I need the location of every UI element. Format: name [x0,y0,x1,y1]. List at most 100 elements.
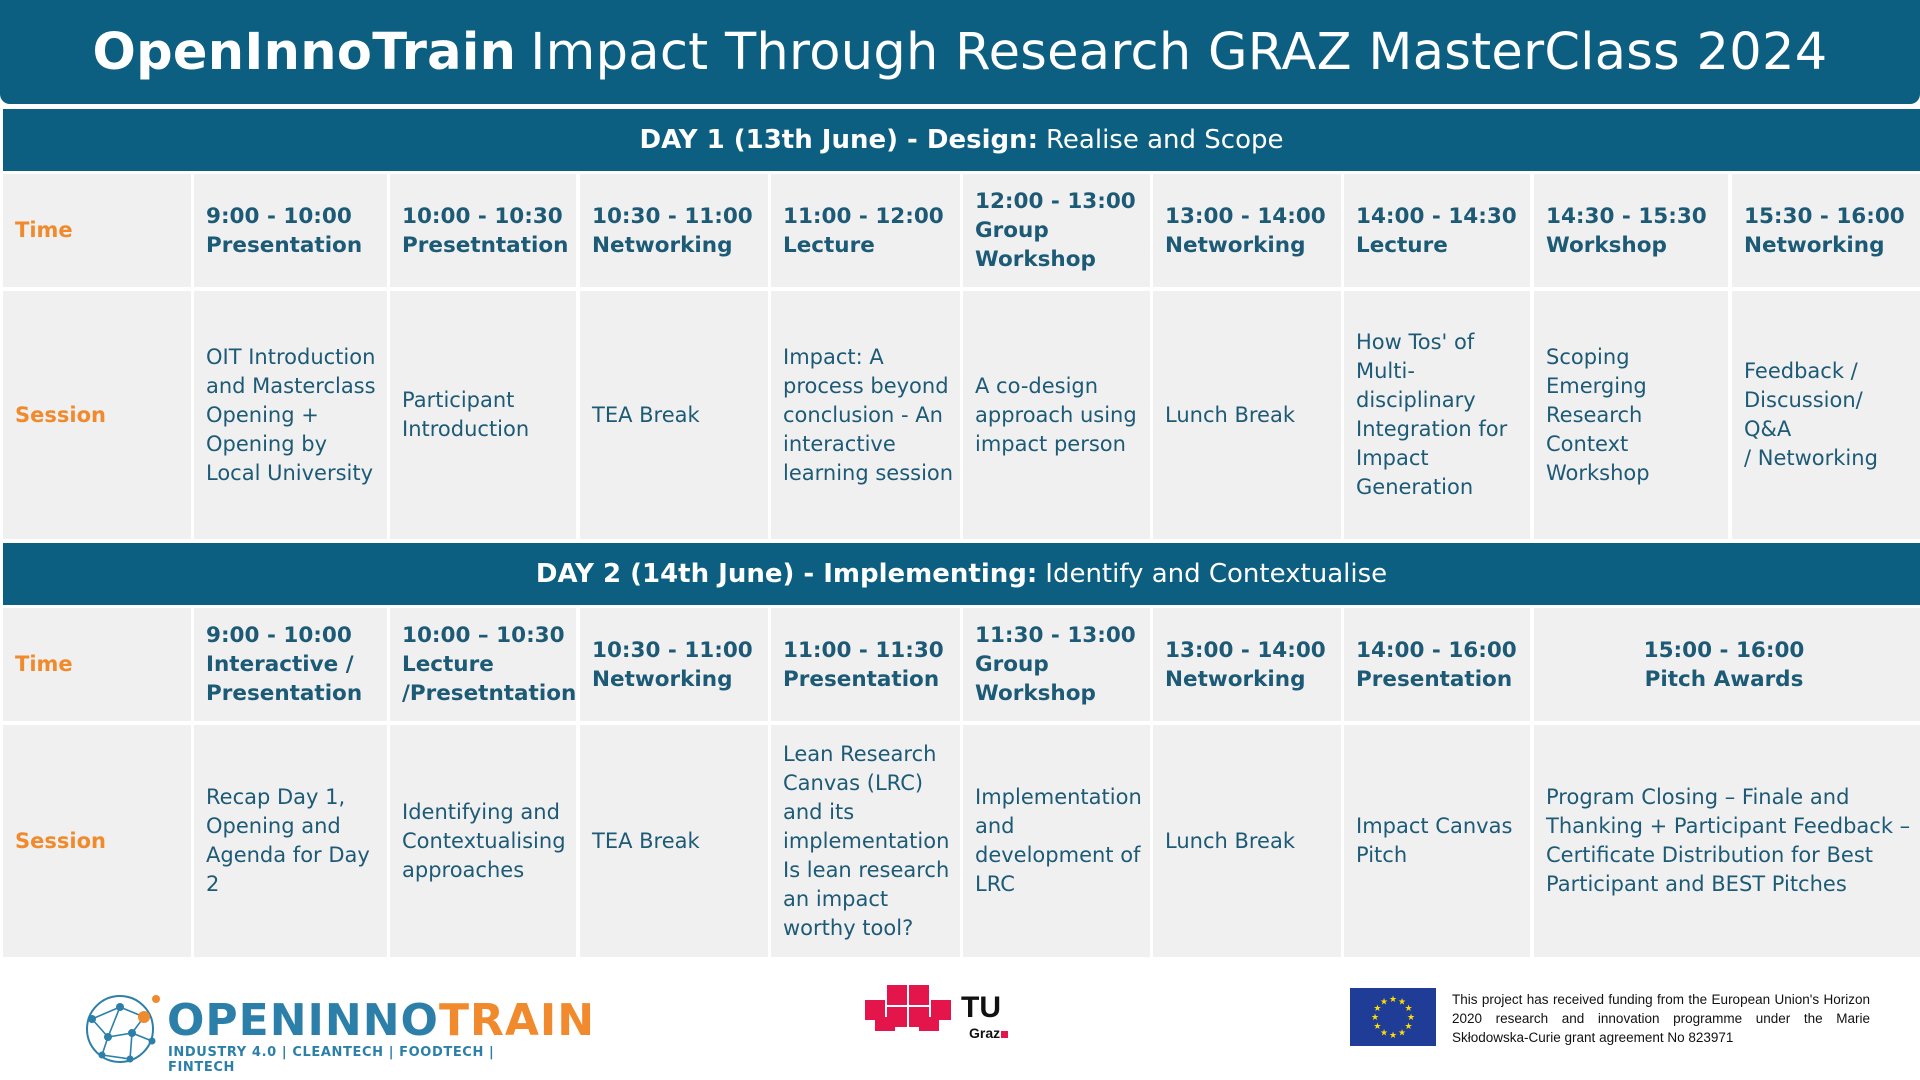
day1-session-label-text: Session [15,402,106,427]
day1-session-item-text: TEA Break [592,402,700,427]
day2-time-slot: 15:00 - 16:00 Pitch Awards [1534,608,1920,721]
day1-time-slot-text: 13:00 - 14:00 Networking [1165,203,1326,258]
title-brand: OpenInnoTrain [92,22,517,82]
tu-graz-logo: TU Graz [865,985,1030,1045]
eu-star-icon: ★ [1405,1022,1413,1032]
day2-heading-light: Identify and Contextualise [1045,559,1388,589]
day1-session-item: A co-design approach using impact person [963,291,1150,539]
day1-session-item-text: Impact: A process beyond conclusion - An… [783,344,954,485]
day2-session-item: Lean Research Canvas (LRC) and its imple… [771,725,960,957]
eu-star-icon: ★ [1398,997,1406,1007]
day2-time-slot-text: 9:00 - 10:00 Interactive / Presentation [206,623,363,706]
day1-heading: DAY 1 (13th June) - Design: Realise and … [3,109,1920,171]
day1-session-item-text: How Tos' of Multi- disciplinary Integrat… [1356,330,1508,499]
day2-session-item: Identifying and Contextualising approach… [390,725,576,957]
tu-logo-text: TU [961,991,1001,1024]
day1-time-slot: 10:30 - 11:00 Networking [580,174,768,287]
day1-session-item: Impact: A process beyond conclusion - An… [771,291,960,539]
day2-session-item-text: Recap Day 1, Opening and Agenda for Day … [206,785,370,896]
wordmark-part1: OPENINNO [167,995,439,1046]
day2-time-slot: 11:00 - 11:30 Presentation [771,608,960,721]
day2-session-item-text: Identifying and Contextualising approach… [402,799,566,882]
day2-session-item: Implementation and development of LRC [963,725,1150,957]
day1-time-slot-text: 12:00 - 13:00 Group Workshop [975,189,1136,272]
day1-time-label-text: Time [15,218,73,242]
tu-graz-mark-icon [865,985,951,1031]
eu-star-icon: ★ [1405,1004,1413,1014]
day1-session-item: How Tos' of Multi- disciplinary Integrat… [1344,291,1530,539]
day2-session-item: TEA Break [580,725,768,957]
day2-session-item: Lunch Break [1153,725,1341,957]
day1-session-item-text: Feedback / Discussion/ Q&A / Networking [1744,359,1878,470]
day2-session-item-text: Impact Canvas Pitch [1356,814,1513,867]
eu-star-icon: ★ [1380,997,1388,1007]
day1-time-slot-text: 9:00 - 10:00 Presentation [206,203,363,258]
day2-session-label: Session [3,725,191,957]
day1-time-slot: 15:30 - 16:00 Networking [1732,174,1920,287]
day1-time-slot-text: 14:00 - 14:30 Lecture [1356,203,1517,258]
day2-time-label: Time [3,608,191,721]
day1-time-slot: 14:00 - 14:30 Lecture [1344,174,1530,287]
day2-time-label-text: Time [15,652,73,676]
day2-session-item: Program Closing – Finale and Thanking + … [1534,725,1920,957]
day2-time-slot: 11:30 - 13:00 Group Workshop [963,608,1150,721]
day1-session-item-text: Participant Introduction [402,388,530,441]
day1-time-slot: 9:00 - 10:00 Presentation [194,174,387,287]
day1-session-item: Participant Introduction [390,291,576,539]
openinnotrain-logo: OPENINNOTRAIN INDUSTRY 4.0 | CLEANTECH |… [82,995,594,1075]
day1-session-item: Feedback / Discussion/ Q&A / Networking [1732,291,1920,539]
day2-time-slot: 9:00 - 10:00 Interactive / Presentation [194,608,387,721]
eu-star-icon: ★ [1398,1029,1406,1039]
day1-session-item: Scoping Emerging Research Context Worksh… [1534,291,1728,539]
day1-session-item-text: Lunch Break [1165,402,1296,427]
day1-session-item-text: Scoping Emerging Research Context Worksh… [1546,344,1650,485]
day2-session-item-text: Lean Research Canvas (LRC) and its imple… [783,741,950,940]
day1-session-item: OIT Introduction and Masterclass Opening… [194,291,387,539]
day1-time-slot: 11:00 - 12:00 Lecture [771,174,960,287]
tu-logo-sub: Graz [969,1025,1001,1041]
network-globe-icon [86,995,160,1063]
day1-session-label: Session [3,291,191,539]
day1-time-slot: 13:00 - 14:00 Networking [1153,174,1341,287]
tu-logo-subtext: Graz [969,1025,1009,1041]
day2-session-item-text: TEA Break [592,828,700,853]
day2-heading-bold: DAY 2 (14th June) - Implementing: [535,559,1038,589]
day1-time-slot-text: 14:30 - 15:30 Workshop [1546,203,1707,258]
eu-star-icon: ★ [1373,1004,1381,1014]
eu-star-icon: ★ [1407,1013,1415,1023]
eu-star-icon: ★ [1371,1013,1379,1023]
day2-heading: DAY 2 (14th June) - Implementing: Identi… [3,543,1920,605]
day2-time-slot-text: 11:30 - 13:00 Group Workshop [975,623,1136,706]
title-text: Impact Through Research GRAZ MasterClass… [530,22,1828,82]
day2-time-slot: 10:00 – 10:30 Lecture /Presetntation [390,608,576,721]
eu-star-icon: ★ [1380,1029,1388,1039]
day2-session-item-text: Program Closing – Finale and Thanking + … [1546,785,1911,896]
day2-time-slot-text: 10:30 - 11:00 Networking [592,637,753,692]
day1-time-slot: 14:30 - 15:30 Workshop [1534,174,1728,287]
day1-session-item-text: A co-design approach using impact person [975,373,1137,456]
day1-heading-bold: DAY 1 (13th June) - Design: [639,125,1039,155]
day2-time-slot-text: 15:00 - 16:00 Pitch Awards [1643,637,1805,692]
day1-session-item-text: OIT Introduction and Masterclass Opening… [206,344,376,485]
day2-time-slot: 14:00 - 16:00 Presentation [1344,608,1530,721]
day1-time-slot: 12:00 - 13:00 Group Workshop [963,174,1150,287]
day1-time-slot: 10:00 - 10:30 Presetntation [390,174,576,287]
day2-time-slot: 13:00 - 14:00 Networking [1153,608,1341,721]
day2-session-item-text: Implementation and development of LRC [975,785,1142,896]
eu-star-icon: ★ [1373,1022,1381,1032]
day1-time-slot-text: 15:30 - 16:00 Networking [1744,203,1905,258]
day2-session-label-text: Session [15,828,106,853]
day1-session-item: TEA Break [580,291,768,539]
funding-notice: This project has received funding from t… [1452,992,1870,1045]
day2-time-slot-text: 11:00 - 11:30 Presentation [783,637,944,692]
day2-time-slot: 10:30 - 11:00 Networking [580,608,768,721]
day1-session-item: Lunch Break [1153,291,1341,539]
day1-heading-light: Realise and Scope [1046,125,1284,155]
day2-time-slot-text: 10:00 – 10:30 Lecture /Presetntation [402,623,577,706]
day1-time-slot-text: 11:00 - 12:00 Lecture [783,203,944,258]
day2-session-item: Impact Canvas Pitch [1344,725,1530,957]
page-title: OpenInnoTrain Impact Through Research GR… [0,0,1920,104]
day2-time-slot-text: 14:00 - 16:00 Presentation [1356,637,1517,692]
day1-time-label: Time [3,174,191,287]
openinnotrain-wordmark: OPENINNOTRAIN [167,995,595,1046]
